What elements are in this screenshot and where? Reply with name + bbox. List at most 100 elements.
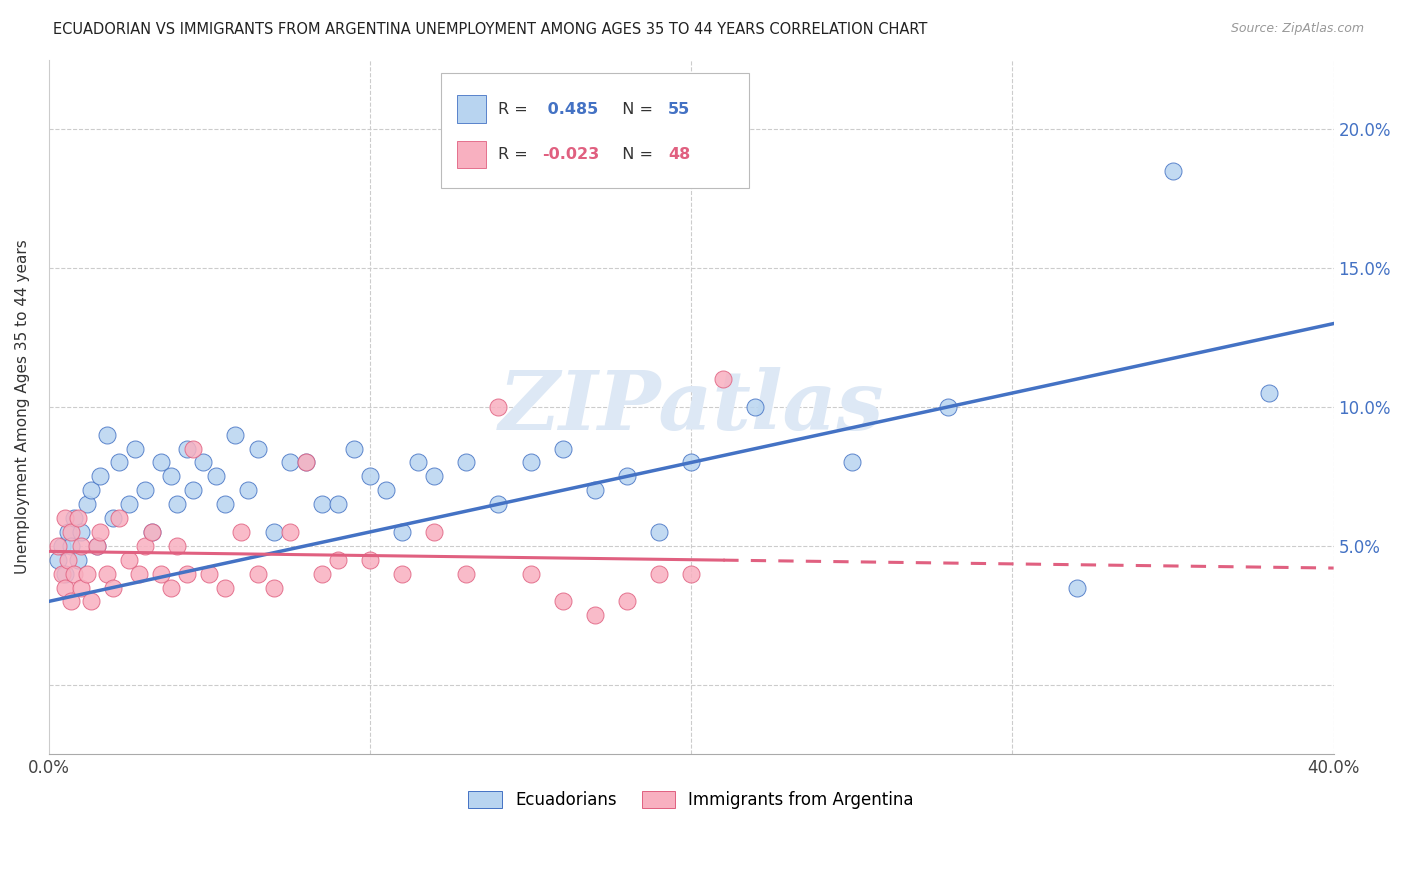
Point [63,566,86,581]
Point [108,455,131,469]
Point [63,511,86,525]
Point [648,524,671,539]
Text: 55: 55 [668,102,690,117]
Point [159,581,181,595]
FancyBboxPatch shape [457,95,485,123]
Point [134,483,156,498]
Point [198,566,221,581]
Text: ZIPatlas: ZIPatlas [499,367,884,447]
Text: 0.485: 0.485 [543,102,599,117]
Point [359,552,381,566]
Point [53,581,76,595]
Point [166,539,188,553]
Point [48,552,70,566]
FancyBboxPatch shape [457,141,485,169]
Point [246,566,269,581]
Point [56,524,79,539]
Point [263,581,285,595]
Point [583,608,606,623]
Point [159,469,181,483]
Point [56,552,79,566]
Point [150,455,173,469]
Point [60,594,83,608]
Point [118,552,141,566]
Point [583,483,606,498]
Point [181,483,204,498]
Point [1258,386,1281,401]
Point [101,581,124,595]
Point [76,497,98,511]
Point [176,442,198,456]
Text: -0.023: -0.023 [543,147,599,162]
Point [141,524,163,539]
Point [294,455,316,469]
Point [48,539,70,553]
Point [519,566,541,581]
Point [616,594,638,608]
Point [150,566,173,581]
Point [711,372,734,386]
Point [101,511,124,525]
Point [423,469,446,483]
Point [66,552,89,566]
Point [423,524,446,539]
Point [936,400,959,414]
Point [681,566,703,581]
Point [648,566,671,581]
Point [231,524,253,539]
Point [278,524,301,539]
Point [278,455,301,469]
Point [391,566,413,581]
Point [214,497,236,511]
Point [488,400,510,414]
Point [406,455,429,469]
Point [204,469,226,483]
Point [51,566,73,581]
Point [311,497,333,511]
Point [263,524,285,539]
Point [141,524,163,539]
Point [616,469,638,483]
Point [86,539,108,553]
Point [53,566,76,581]
Point [551,442,574,456]
Point [326,552,349,566]
Point [214,581,236,595]
Legend: Ecuadorians, Immigrants from Argentina: Ecuadorians, Immigrants from Argentina [461,784,921,815]
Text: N =: N = [612,147,658,162]
Text: 48: 48 [668,147,690,162]
Point [343,442,366,456]
Point [456,566,478,581]
Point [181,442,204,456]
Point [60,539,83,553]
Point [124,442,146,456]
Point [551,594,574,608]
Point [60,524,83,539]
Point [96,427,118,442]
Point [70,539,93,553]
Point [841,455,863,469]
Point [176,566,198,581]
Text: ECUADORIAN VS IMMIGRANTS FROM ARGENTINA UNEMPLOYMENT AMONG AGES 35 TO 44 YEARS C: ECUADORIAN VS IMMIGRANTS FROM ARGENTINA … [53,22,928,37]
Point [359,469,381,483]
Point [96,566,118,581]
Point [76,566,98,581]
Point [246,442,269,456]
Point [118,497,141,511]
Point [1066,581,1088,595]
Point [70,524,93,539]
Point [53,511,76,525]
Point [326,497,349,511]
Point [236,483,259,498]
Point [294,455,316,469]
Point [89,469,111,483]
Point [134,539,156,553]
Point [51,539,73,553]
Point [108,511,131,525]
Point [375,483,398,498]
Text: R =: R = [499,102,533,117]
Point [519,455,541,469]
Text: Source: ZipAtlas.com: Source: ZipAtlas.com [1230,22,1364,36]
Point [224,427,246,442]
Point [70,581,93,595]
